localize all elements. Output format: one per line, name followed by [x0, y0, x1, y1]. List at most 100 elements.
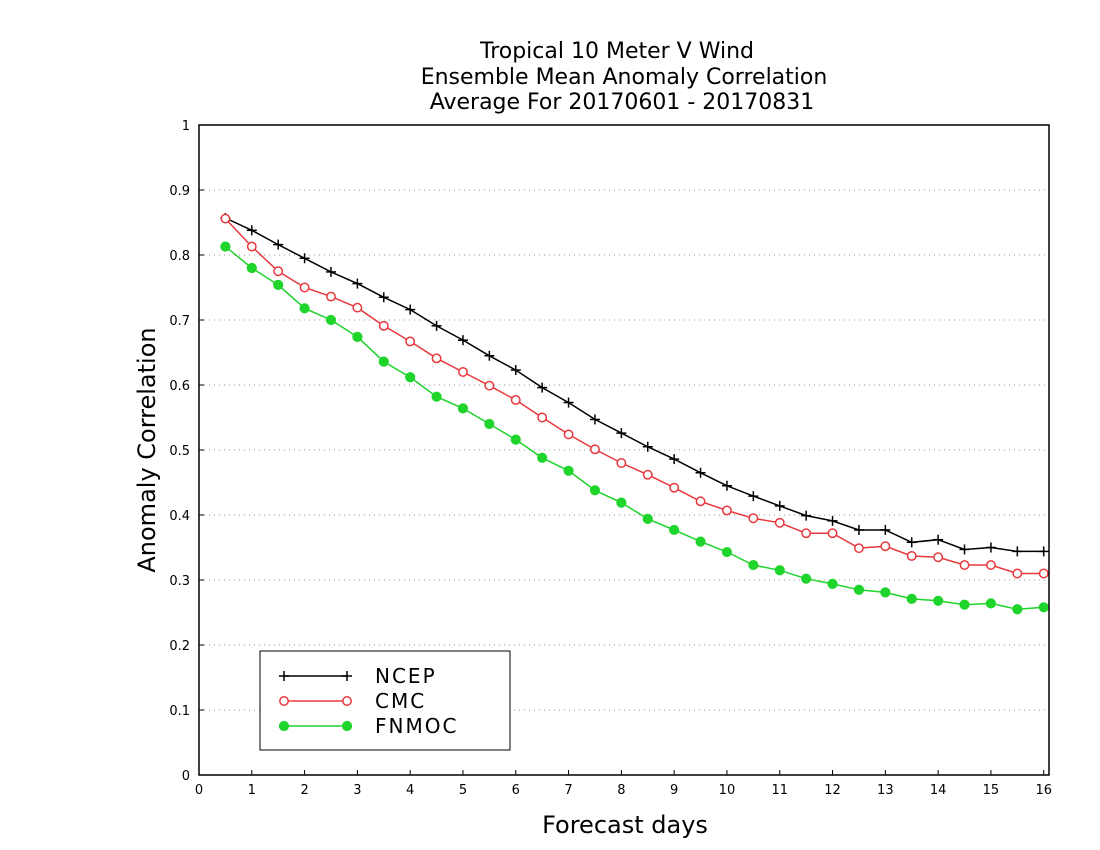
x-tick-label: 13 — [877, 783, 894, 798]
chart-title-line-3: Average For 20170601 - 20170831 — [430, 90, 815, 115]
y-tick-label: 0.8 — [169, 249, 190, 264]
cmc-point — [326, 291, 336, 302]
y-tick-label: 0.7 — [169, 314, 190, 329]
ncep-point — [801, 510, 812, 521]
cmc-point — [669, 482, 680, 493]
fnmoc-point — [273, 279, 284, 290]
legend-label-fnmoc: FNMOC — [375, 714, 458, 738]
y-axis-label: Anomaly Correlation — [133, 327, 161, 572]
series-ncep — [220, 212, 1049, 557]
ncep-point — [827, 515, 838, 526]
y-gridlines — [199, 124, 1049, 711]
ncep-point — [378, 292, 389, 303]
fnmoc-line — [224, 246, 1044, 611]
axis-ticks: 0 1 2 3 4 5 6 7 8 9 10 11 12 13 14 15 1600.10.20.30.40.5… — [169, 119, 1052, 798]
y-tick-label: 1 — [182, 119, 190, 134]
y-tick-label: 0.6 — [169, 379, 190, 394]
x-tick-label: 14 — [930, 783, 947, 798]
ncep-point — [985, 542, 996, 553]
x-tick-label: 10 — [719, 783, 736, 798]
fnmoc-point — [748, 559, 759, 571]
ncep-point — [748, 491, 759, 502]
ncep-point — [853, 524, 864, 535]
fnmoc-point — [1012, 604, 1023, 615]
legend-item-ncep: NCEP — [279, 664, 437, 688]
fnmoc-point — [853, 584, 865, 595]
data-series — [220, 212, 1049, 615]
ncep-point — [880, 524, 891, 535]
cmc-point — [1038, 568, 1049, 579]
series-cmc — [220, 213, 1049, 579]
x-tick-label: 3 — [353, 783, 361, 798]
x-tick-label: 1 — [248, 783, 256, 798]
cmc-point — [642, 469, 653, 480]
ncep-point — [721, 480, 732, 491]
ncep-point — [669, 454, 680, 465]
fnmoc-point — [1038, 602, 1049, 613]
ncep-point — [589, 414, 600, 425]
cmc-point — [510, 395, 521, 405]
ncep-point — [405, 304, 416, 315]
cmc-point — [959, 560, 970, 570]
cmc-point — [484, 380, 495, 391]
fnmoc-point — [537, 452, 548, 463]
fnmoc-point — [774, 565, 785, 576]
cmc-point — [695, 496, 706, 507]
x-tick-label: 5 — [459, 783, 467, 798]
fnmoc-point — [933, 595, 944, 606]
fnmoc-point — [378, 356, 389, 367]
legend-marker-start — [278, 720, 290, 732]
ncep-point — [537, 382, 548, 393]
x-tick-label: 15 — [983, 783, 1000, 798]
ncep-point — [563, 397, 574, 408]
cmc-point — [563, 429, 574, 440]
cmc-point — [299, 282, 310, 293]
legend-item-fnmoc: FNMOC — [278, 714, 458, 738]
fnmoc-point — [959, 599, 970, 610]
cmc-point — [590, 444, 600, 455]
cmc-point — [616, 458, 627, 468]
fnmoc-point — [484, 418, 495, 430]
legend-marker-start — [279, 671, 289, 681]
x-tick-label: 8 — [617, 783, 625, 798]
cmc-line — [224, 218, 1044, 575]
ncep-point — [273, 239, 284, 250]
ncep-point — [1012, 546, 1023, 557]
cmc-point — [378, 320, 389, 331]
x-tick-label: 0 — [195, 783, 203, 798]
ncep-point — [352, 278, 363, 289]
series-fnmoc — [220, 241, 1049, 615]
ncep-point — [510, 365, 521, 376]
ncep-point — [457, 335, 468, 346]
ncep-point — [642, 441, 653, 452]
x-tick-label: 16 — [1035, 783, 1052, 798]
legend-marker-start — [279, 696, 289, 706]
fnmoc-point — [563, 465, 574, 476]
cmc-point — [431, 353, 442, 364]
fnmoc-point — [695, 536, 706, 547]
y-tick-label: 0.3 — [169, 574, 190, 589]
ncep-point — [246, 225, 257, 236]
cmc-point — [801, 528, 812, 539]
fnmoc-point — [431, 391, 442, 402]
chart-title-line-2: Ensemble Mean Anomaly Correlation — [421, 65, 828, 90]
ncep-point — [933, 534, 944, 545]
fnmoc-point — [589, 485, 601, 496]
legend-marker-end — [342, 696, 352, 706]
fnmoc-point — [801, 573, 812, 584]
fnmoc-point — [642, 513, 653, 525]
fnmoc-point — [325, 314, 337, 326]
chart-title-line-1: Tropical 10 Meter V Wind — [479, 39, 754, 64]
ncep-line — [225, 217, 1044, 553]
y-tick-label: 0.5 — [169, 444, 190, 459]
ncep-point — [774, 500, 785, 511]
legend-label-ncep: NCEP — [375, 664, 437, 688]
fnmoc-point — [246, 262, 257, 274]
y-tick-label: 0 — [182, 769, 190, 784]
cmc-point — [352, 302, 363, 313]
ncep-point — [484, 350, 495, 361]
cmc-point — [458, 367, 468, 377]
x-tick-label: 4 — [406, 783, 414, 798]
cmc-point — [722, 505, 732, 516]
